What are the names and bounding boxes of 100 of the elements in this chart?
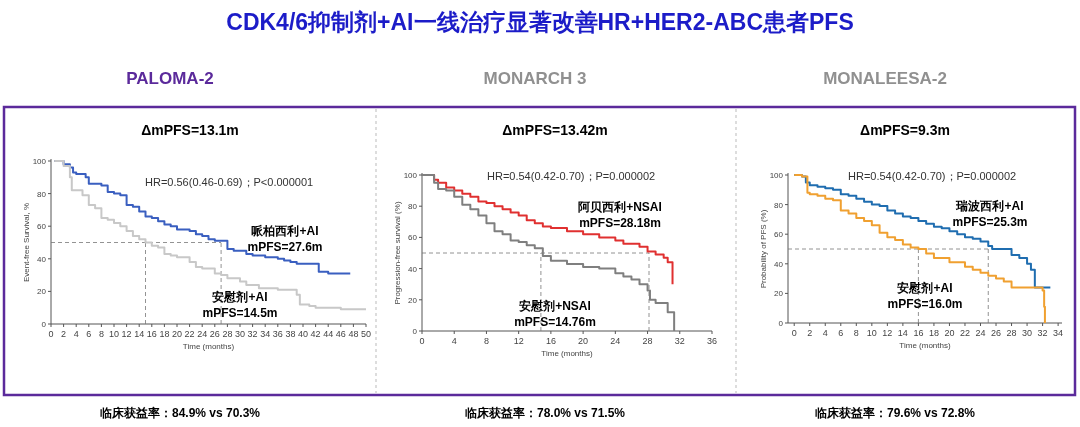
x-tick-label: 32 <box>247 329 258 339</box>
x-tick-label: 32 <box>674 336 685 346</box>
text: 安慰剂+NSAI <box>519 299 591 313</box>
x-tick-label: 2 <box>807 328 813 338</box>
x-tick-label: 4 <box>73 329 79 339</box>
chart-title: MONALEESA-2 <box>823 69 947 88</box>
y-tick-label: 80 <box>37 189 47 199</box>
x-tick-label: 8 <box>853 328 859 338</box>
chart-title: MONARCH 3 <box>483 69 587 88</box>
x-tick-label: 34 <box>1053 328 1064 338</box>
x-tick-label: 14 <box>134 329 145 339</box>
y-axis-title: Probability of PFS (%) <box>759 209 768 289</box>
series-label: 安慰剂+AI <box>212 290 268 304</box>
x-axis-title: Time (months) <box>182 342 235 351</box>
x-tick-label: 38 <box>285 329 296 339</box>
x-tick-label: 0 <box>48 329 54 339</box>
x-tick-label: 16 <box>913 328 924 338</box>
y-tick-label: 40 <box>408 264 418 274</box>
y-tick-label: 0 <box>778 319 784 328</box>
x-tick-label: 14 <box>897 328 908 338</box>
x-tick-label: 30 <box>1022 328 1033 338</box>
y-tick-label: 80 <box>408 202 418 212</box>
x-tick-label: 18 <box>159 329 170 339</box>
text: CDK4/6抑制剂+AI一线治疗显著改善HR+HER2-ABC患者PFS <box>226 9 854 35</box>
series-label: 安慰剂+AI <box>897 281 953 295</box>
x-axis-title: Time (months) <box>899 341 951 350</box>
x-tick-label: 6 <box>86 329 92 339</box>
x-tick-label: 22 <box>184 329 195 339</box>
x-tick-label: 0 <box>791 328 797 338</box>
x-tick-label: 12 <box>121 329 132 339</box>
annotation: mPFS=16.0m <box>887 297 963 311</box>
chart-subtitle: ΔmPFS=13.42m <box>502 122 608 138</box>
annotation: mPFS=27.6m <box>247 240 323 254</box>
x-tick-label: 12 <box>513 336 524 346</box>
annotation: mPFS=25.3m <box>952 215 1028 229</box>
chart-subtitle: ΔmPFS=13.1m <box>141 122 239 138</box>
text: 临床获益率：79.6% vs 72.8% <box>814 406 976 420</box>
x-tick-label: 10 <box>866 328 877 338</box>
x-tick-label: 16 <box>146 329 157 339</box>
annotation: HR=0.56(0.46-0.69)；P<0.000001 <box>145 176 314 188</box>
series-label: 阿贝西利+NSAI <box>578 200 662 214</box>
x-tick-label: 22 <box>959 328 970 338</box>
x-tick-label: 28 <box>1006 328 1017 338</box>
x-tick-label: 0 <box>419 336 425 346</box>
series-label: 瑞波西利+AI <box>955 199 1024 213</box>
x-tick-label: 34 <box>260 329 271 339</box>
x-tick-label: 16 <box>545 336 556 346</box>
x-tick-label: 36 <box>272 329 283 339</box>
x-tick-label: 20 <box>171 329 183 339</box>
x-tick-label: 4 <box>451 336 457 346</box>
x-tick-label: 4 <box>822 328 828 338</box>
x-tick-label: 32 <box>1037 328 1048 338</box>
x-tick-label: 26 <box>209 329 220 339</box>
x-tick-label: 8 <box>483 336 489 346</box>
x-tick-label: 20 <box>944 328 955 338</box>
text: 临床获益率：78.0% vs 71.5% <box>464 406 626 420</box>
y-tick-label: 100 <box>32 157 47 166</box>
y-tick-label: 40 <box>37 254 47 264</box>
annotation: HR=0.54(0.42-0.70)；P=0.000002 <box>848 170 1017 182</box>
x-tick-label: 30 <box>234 329 246 339</box>
annotation: mPFS=14.5m <box>202 306 278 320</box>
annotation: HR=0.54(0.42-0.70)；P=0.000002 <box>487 170 656 182</box>
x-tick-label: 8 <box>98 329 104 339</box>
x-tick-label: 46 <box>335 329 346 339</box>
y-tick-label: 60 <box>37 222 47 232</box>
text: 临床获益率：84.9% vs 70.3% <box>99 406 261 420</box>
y-tick-label: 60 <box>408 233 418 243</box>
x-tick-label: 28 <box>222 329 233 339</box>
x-tick-label: 2 <box>61 329 67 339</box>
y-tick-label: 80 <box>774 200 784 210</box>
y-tick-label: 100 <box>769 171 784 180</box>
x-tick-label: 50 <box>360 329 372 339</box>
x-axis-title: Time (months) <box>541 349 593 358</box>
y-tick-label: 20 <box>774 289 784 299</box>
y-tick-label: 40 <box>774 259 784 269</box>
y-tick-label: 20 <box>408 295 418 305</box>
x-tick-label: 28 <box>642 336 653 346</box>
y-tick-label: 100 <box>403 171 418 180</box>
x-tick-label: 36 <box>706 336 718 346</box>
y-tick-label: 0 <box>41 320 47 329</box>
x-tick-label: 44 <box>323 329 334 339</box>
x-tick-label: 6 <box>838 328 844 338</box>
x-tick-label: 10 <box>108 329 120 339</box>
annotation: mPFS=28.18m <box>579 216 661 230</box>
annotation: mPFS=14.76m <box>514 315 596 329</box>
x-tick-label: 12 <box>882 328 893 338</box>
y-axis-title: Event-free Survival, % <box>22 202 31 283</box>
x-tick-label: 40 <box>297 329 309 339</box>
y-tick-label: 20 <box>37 287 47 297</box>
x-tick-label: 24 <box>197 329 208 339</box>
x-tick-label: 42 <box>310 329 321 339</box>
x-tick-label: 20 <box>578 336 589 346</box>
chart-subtitle: ΔmPFS=9.3m <box>860 122 950 138</box>
x-tick-label: 24 <box>975 328 986 338</box>
y-axis-title: Progression-free survival (%) <box>393 201 402 305</box>
x-tick-label: 24 <box>610 336 621 346</box>
x-tick-label: 48 <box>348 329 359 339</box>
x-tick-label: 18 <box>928 328 939 338</box>
y-tick-label: 60 <box>774 230 784 240</box>
series-label: 哌柏西利+AI <box>251 224 319 238</box>
